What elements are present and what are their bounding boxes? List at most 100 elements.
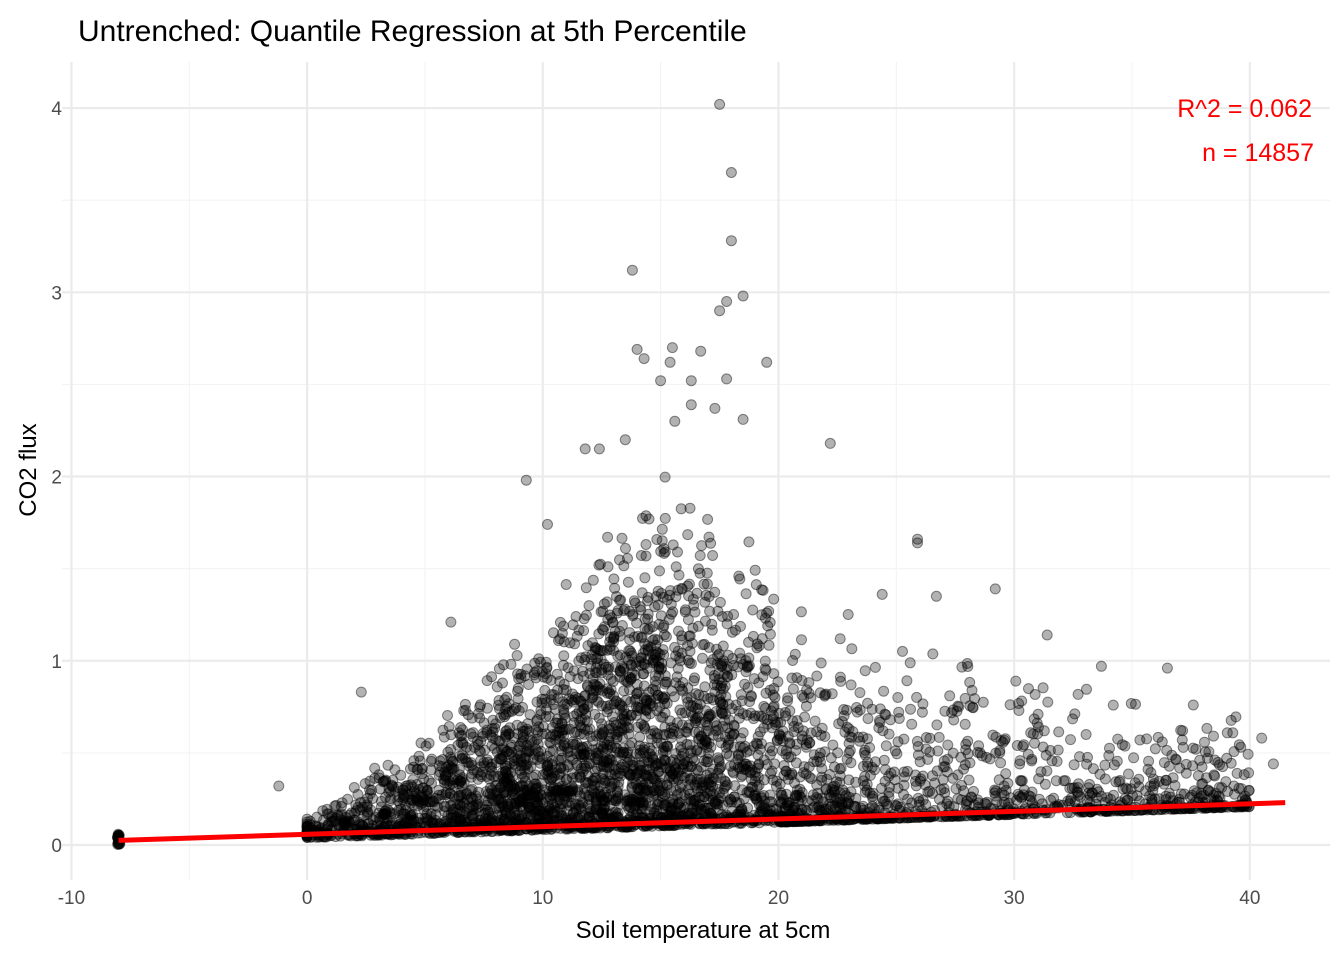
data-point (873, 722, 885, 734)
data-point (1167, 772, 1179, 784)
data-point (686, 772, 698, 784)
data-point (667, 768, 678, 780)
data-point (470, 790, 482, 802)
x-axis-ticks: -10 0 10 20 30 40 (58, 888, 1261, 909)
data-point (883, 791, 895, 803)
data-point (573, 705, 585, 717)
data-point (497, 677, 508, 689)
data-point (736, 784, 748, 796)
data-point (902, 765, 913, 777)
data-point (470, 802, 482, 814)
data-point (645, 728, 657, 740)
data-point (1243, 785, 1255, 797)
data-point (658, 543, 670, 555)
data-point (687, 710, 699, 722)
data-point (541, 760, 553, 772)
data-point (659, 691, 671, 703)
data-point (519, 670, 531, 682)
data-point (1018, 739, 1030, 751)
data-point (836, 716, 848, 727)
data-point (663, 802, 675, 814)
data-point (1072, 782, 1084, 793)
data-point (522, 789, 534, 801)
data-point (1192, 770, 1204, 782)
data-point (932, 745, 944, 757)
data-point (723, 698, 735, 710)
data-point (968, 799, 980, 811)
data-point (867, 790, 878, 802)
data-point (1221, 727, 1233, 739)
data-point (568, 710, 580, 722)
data-point (440, 801, 452, 813)
data-point (782, 730, 794, 742)
data-point (682, 784, 694, 796)
data-point (772, 717, 784, 729)
data-point (676, 647, 688, 659)
data-point (780, 766, 792, 777)
data-point (380, 774, 392, 786)
data-point (958, 763, 970, 775)
data-point (623, 768, 635, 780)
data-point (912, 749, 924, 761)
data-point (322, 819, 334, 831)
data-point (409, 785, 421, 797)
data-point (498, 771, 509, 783)
data-point (796, 794, 808, 806)
data-point (710, 795, 722, 807)
data-point (741, 746, 753, 758)
data-point (1209, 770, 1221, 782)
data-point (786, 767, 798, 779)
data-point (367, 793, 379, 804)
data-point (714, 98, 726, 110)
data-point (532, 798, 544, 810)
data-point (1175, 724, 1187, 736)
data-point (1026, 755, 1038, 767)
data-point (755, 800, 767, 812)
data-point (577, 748, 589, 760)
data-point (622, 757, 634, 768)
data-point (748, 713, 760, 725)
data-point (1158, 778, 1170, 790)
data-point (626, 781, 638, 793)
data-point (698, 690, 710, 702)
data-point (418, 804, 430, 815)
data-point (614, 798, 626, 810)
data-point (675, 770, 687, 782)
data-point (903, 802, 915, 814)
data-point (364, 775, 376, 787)
data-point (1153, 793, 1165, 805)
data-point (548, 770, 560, 782)
data-point (522, 763, 534, 775)
data-point (571, 771, 583, 783)
data-point (805, 727, 817, 739)
data-point (542, 761, 554, 773)
data-point (531, 714, 543, 726)
data-point (968, 785, 979, 797)
data-point (1029, 737, 1040, 749)
data-point (456, 729, 468, 741)
data-point (638, 756, 650, 768)
data-point (691, 587, 703, 599)
data-point (712, 605, 724, 617)
data-point (655, 545, 667, 557)
data-point (789, 802, 801, 814)
data-point (362, 807, 374, 819)
data-point (633, 686, 645, 698)
data-point (624, 634, 636, 646)
data-point (578, 749, 590, 760)
data-point (457, 811, 469, 823)
data-point (505, 767, 517, 778)
data-point (854, 687, 866, 699)
data-point (659, 471, 671, 483)
data-point (698, 578, 710, 590)
data-point (722, 671, 734, 683)
data-point (520, 474, 532, 486)
data-point (702, 802, 714, 814)
data-point (667, 794, 679, 806)
data-point (569, 694, 581, 706)
data-point (676, 630, 688, 642)
data-point (645, 786, 657, 798)
data-points (112, 98, 1279, 850)
data-point (711, 798, 723, 810)
data-point (660, 631, 672, 643)
